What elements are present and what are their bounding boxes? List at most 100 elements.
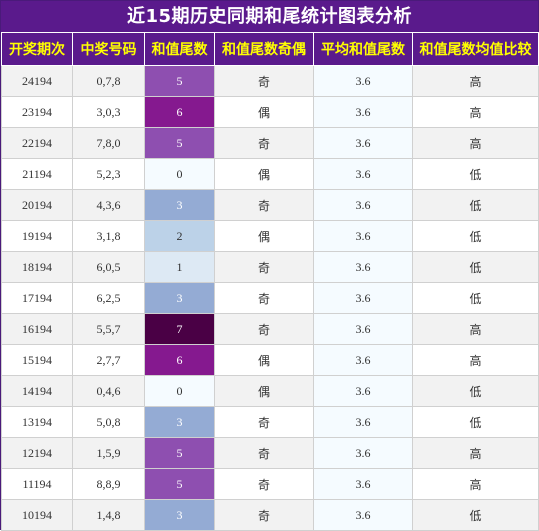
numbers-cell: 3,0,3 — [72, 96, 145, 128]
table-row: 13194 5,0,8 3 奇 3.6 低 — [1, 406, 539, 438]
compare-cell: 高 — [412, 468, 539, 500]
numbers-cell: 6,2,5 — [72, 282, 145, 314]
table-row: 21194 5,2,3 0 偶 3.6 低 — [1, 158, 539, 190]
column-header-sum-tail: 和值尾数 — [144, 32, 215, 66]
average-cell: 3.6 — [313, 65, 413, 97]
sum-tail-cell: 5 — [144, 468, 215, 500]
average-cell: 3.6 — [313, 158, 413, 190]
period-cell: 21194 — [1, 158, 73, 190]
period-cell: 22194 — [1, 127, 73, 159]
parity-cell: 奇 — [214, 406, 314, 438]
sum-tail-cell: 6 — [144, 344, 215, 376]
numbers-cell: 6,0,5 — [72, 251, 145, 283]
average-cell: 3.6 — [313, 282, 413, 314]
sum-tail-cell: 0 — [144, 158, 215, 190]
column-header-period: 开奖期次 — [1, 32, 73, 66]
table-row: 23194 3,0,3 6 偶 3.6 高 — [1, 96, 539, 128]
table-row: 14194 0,4,6 0 偶 3.6 低 — [1, 375, 539, 407]
compare-cell: 低 — [412, 282, 539, 314]
numbers-cell: 5,2,3 — [72, 158, 145, 190]
numbers-cell: 5,0,8 — [72, 406, 145, 438]
period-cell: 17194 — [1, 282, 73, 314]
numbers-cell: 7,8,0 — [72, 127, 145, 159]
average-cell: 3.6 — [313, 437, 413, 469]
table-row: 18194 6,0,5 1 奇 3.6 低 — [1, 251, 539, 283]
numbers-cell: 2,7,7 — [72, 344, 145, 376]
period-cell: 20194 — [1, 189, 73, 221]
table-row: 16194 5,5,7 7 奇 3.6 高 — [1, 313, 539, 345]
period-cell: 13194 — [1, 406, 73, 438]
period-cell: 23194 — [1, 96, 73, 128]
parity-cell: 偶 — [214, 375, 314, 407]
parity-cell: 奇 — [214, 65, 314, 97]
compare-cell: 低 — [412, 406, 539, 438]
period-cell: 10194 — [1, 499, 73, 531]
parity-cell: 奇 — [214, 437, 314, 469]
numbers-cell: 0,7,8 — [72, 65, 145, 97]
period-cell: 24194 — [1, 65, 73, 97]
compare-cell: 低 — [412, 189, 539, 221]
parity-cell: 奇 — [214, 468, 314, 500]
parity-cell: 奇 — [214, 189, 314, 221]
period-cell: 16194 — [1, 313, 73, 345]
sum-tail-cell: 5 — [144, 127, 215, 159]
numbers-cell: 1,5,9 — [72, 437, 145, 469]
sum-tail-cell: 2 — [144, 220, 215, 252]
table-header-row: 开奖期次 中奖号码 和值尾数 和值尾数奇偶 平均和值尾数 和值尾数均值比较 — [1, 32, 539, 66]
parity-cell: 偶 — [214, 220, 314, 252]
parity-cell: 奇 — [214, 251, 314, 283]
table-row: 24194 0,7,8 5 奇 3.6 高 — [1, 65, 539, 97]
table-row: 11194 8,8,9 5 奇 3.6 高 — [1, 468, 539, 500]
compare-cell: 低 — [412, 375, 539, 407]
average-cell: 3.6 — [313, 96, 413, 128]
sum-tail-cell: 6 — [144, 96, 215, 128]
average-cell: 3.6 — [313, 220, 413, 252]
compare-cell: 高 — [412, 65, 539, 97]
period-cell: 14194 — [1, 375, 73, 407]
parity-cell: 奇 — [214, 282, 314, 314]
average-cell: 3.6 — [313, 406, 413, 438]
table-row: 17194 6,2,5 3 奇 3.6 低 — [1, 282, 539, 314]
sum-tail-cell: 3 — [144, 406, 215, 438]
compare-cell: 低 — [412, 251, 539, 283]
history-table: 开奖期次 中奖号码 和值尾数 和值尾数奇偶 平均和值尾数 和值尾数均值比较 24… — [1, 32, 539, 531]
period-cell: 12194 — [1, 437, 73, 469]
parity-cell: 奇 — [214, 499, 314, 531]
average-cell: 3.6 — [313, 375, 413, 407]
sum-tail-cell: 5 — [144, 65, 215, 97]
table-row: 20194 4,3,6 3 奇 3.6 低 — [1, 189, 539, 221]
sum-tail-cell: 1 — [144, 251, 215, 283]
sum-tail-cell: 0 — [144, 375, 215, 407]
table-row: 15194 2,7,7 6 偶 3.6 高 — [1, 344, 539, 376]
average-cell: 3.6 — [313, 344, 413, 376]
numbers-cell: 1,4,8 — [72, 499, 145, 531]
period-cell: 18194 — [1, 251, 73, 283]
compare-cell: 高 — [412, 127, 539, 159]
sum-tail-cell: 3 — [144, 189, 215, 221]
parity-cell: 偶 — [214, 158, 314, 190]
table-row: 12194 1,5,9 5 奇 3.6 高 — [1, 437, 539, 469]
sum-tail-cell: 5 — [144, 437, 215, 469]
average-cell: 3.6 — [313, 468, 413, 500]
numbers-cell: 8,8,9 — [72, 468, 145, 500]
parity-cell: 奇 — [214, 127, 314, 159]
column-header-parity: 和值尾数奇偶 — [214, 32, 314, 66]
table-body: 24194 0,7,8 5 奇 3.6 高 23194 3,0,3 6 偶 3.6 高 22194 7,8… — [1, 65, 539, 531]
parity-cell: 偶 — [214, 96, 314, 128]
compare-cell: 高 — [412, 437, 539, 469]
numbers-cell: 3,1,8 — [72, 220, 145, 252]
parity-cell: 偶 — [214, 344, 314, 376]
sum-tail-cell: 7 — [144, 313, 215, 345]
parity-cell: 奇 — [214, 313, 314, 345]
table-row: 19194 3,1,8 2 偶 3.6 低 — [1, 220, 539, 252]
sum-tail-cell: 3 — [144, 282, 215, 314]
table-row: 10194 1,4,8 3 奇 3.6 低 — [1, 499, 539, 531]
column-header-average: 平均和值尾数 — [313, 32, 413, 66]
column-header-numbers: 中奖号码 — [72, 32, 145, 66]
numbers-cell: 4,3,6 — [72, 189, 145, 221]
compare-cell: 高 — [412, 313, 539, 345]
numbers-cell: 5,5,7 — [72, 313, 145, 345]
compare-cell: 低 — [412, 499, 539, 531]
compare-cell: 低 — [412, 220, 539, 252]
